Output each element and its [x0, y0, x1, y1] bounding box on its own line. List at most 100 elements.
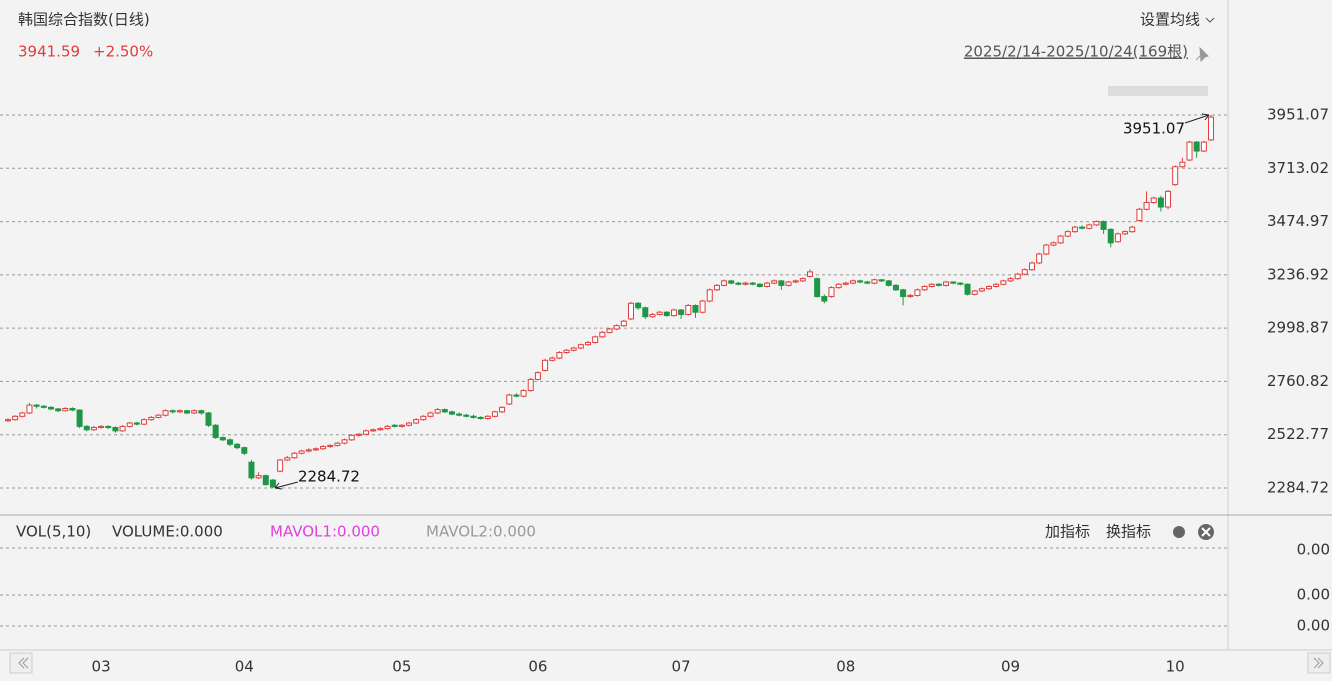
candle-body: [69, 407, 76, 411]
candle-body: [799, 278, 806, 282]
candle-body: [90, 426, 97, 431]
add-indicator[interactable]: 加指标: [1045, 523, 1090, 541]
candle-body: [198, 410, 205, 414]
candle-body: [398, 424, 405, 427]
candle-body: [1129, 226, 1136, 233]
candle-body: [756, 283, 763, 287]
candle-body: [1107, 228, 1114, 244]
y-tick-label: 2284.72: [1267, 479, 1329, 497]
scroll-left-icon[interactable]: [18, 657, 29, 669]
candle-body: [47, 406, 54, 410]
candle-body: [463, 414, 470, 417]
vol-value: VOLUME:0.000: [112, 523, 223, 541]
candle-body: [1200, 141, 1207, 152]
range-label[interactable]: 2025/2/14-2025/10/24(169根): [964, 43, 1188, 61]
candle-body: [699, 300, 706, 313]
x-tick-label: 10: [1166, 658, 1185, 676]
candle-body: [83, 425, 90, 431]
candle-body: [226, 439, 233, 445]
candle-body: [1122, 231, 1129, 235]
dropdown-icon[interactable]: [1205, 17, 1215, 23]
candle-body: [506, 394, 513, 405]
pin-icon[interactable]: [1195, 46, 1209, 63]
candle-body: [363, 430, 370, 435]
candle-body: [1079, 226, 1086, 229]
candle-body: [40, 405, 47, 408]
high-annotation: 3951.07: [1123, 120, 1185, 138]
candle-body: [1057, 235, 1064, 244]
candle-body: [1172, 166, 1179, 186]
x-tick-label: 09: [1001, 658, 1020, 676]
candle-body: [1186, 141, 1193, 161]
candle-body: [312, 448, 319, 451]
candle-body: [269, 479, 276, 488]
candle-body: [520, 390, 527, 397]
candle-body: [155, 414, 162, 418]
scroll-right-icon[interactable]: [1313, 657, 1324, 669]
candle-body: [241, 447, 248, 454]
mavol1: MAVOL1:0.000: [270, 523, 380, 541]
candle-body: [98, 425, 105, 428]
candle-body: [1193, 141, 1200, 152]
candle-body: [105, 425, 112, 428]
last-price: 3941.59: [18, 43, 80, 61]
low-arrow: [274, 481, 299, 490]
vol-tick-label: 0.00: [1297, 617, 1330, 635]
settings-icon[interactable]: [1173, 526, 1185, 538]
candle-body: [420, 415, 427, 421]
candle-body: [1208, 116, 1214, 141]
candle-body: [413, 419, 420, 424]
scroll-left[interactable]: [9, 652, 33, 674]
x-tick-label: 08: [836, 658, 855, 676]
candle-body: [148, 416, 155, 421]
candle-body: [5, 419, 11, 422]
y-tick-label: 2998.87: [1267, 319, 1329, 337]
candle-body: [262, 475, 269, 486]
candle-body: [1165, 190, 1172, 208]
candle-body: [1036, 253, 1043, 264]
candle-body: [585, 341, 592, 346]
switch-indicator[interactable]: 换指标: [1106, 523, 1151, 541]
candle-body: [456, 413, 463, 416]
candle-body: [606, 328, 613, 333]
candle-body: [384, 425, 391, 430]
toolbar[interactable]: [1108, 86, 1208, 96]
candle-body: [33, 404, 40, 407]
candle-body: [663, 311, 670, 317]
candle-body: [849, 280, 856, 284]
candle-body: [499, 406, 506, 413]
candle-body: [513, 394, 520, 397]
candle-body: [26, 404, 33, 414]
candle-body: [957, 282, 964, 285]
candle-body: [341, 439, 348, 444]
candle-body: [1043, 244, 1050, 255]
candle-body: [1014, 273, 1021, 280]
change: +2.50%: [93, 43, 153, 61]
candle-body: [921, 285, 928, 291]
x-tick-label: 07: [672, 658, 691, 676]
candle-body: [778, 280, 785, 286]
candle-body: [248, 461, 255, 479]
candle-body: [212, 424, 219, 439]
candle-body: [291, 452, 298, 459]
candle-body: [76, 409, 83, 427]
candle-body: [219, 437, 226, 441]
candle-body: [792, 280, 799, 283]
ma-setting[interactable]: 设置均线: [1140, 11, 1200, 29]
close-x[interactable]: [1201, 527, 1211, 537]
candle-body: [728, 280, 735, 284]
candle-body: [1136, 208, 1143, 221]
x-tick-label: 06: [528, 658, 547, 676]
candle-body: [320, 446, 327, 450]
candle-body: [448, 411, 455, 415]
y-tick-label: 3474.97: [1267, 212, 1329, 230]
candle-body: [749, 282, 756, 285]
candle-body: [1086, 224, 1093, 229]
candle-body: [864, 281, 871, 284]
candle-body: [1028, 262, 1035, 271]
candle-body: [577, 344, 584, 349]
candle-body: [527, 378, 534, 392]
candle-body: [377, 428, 384, 431]
